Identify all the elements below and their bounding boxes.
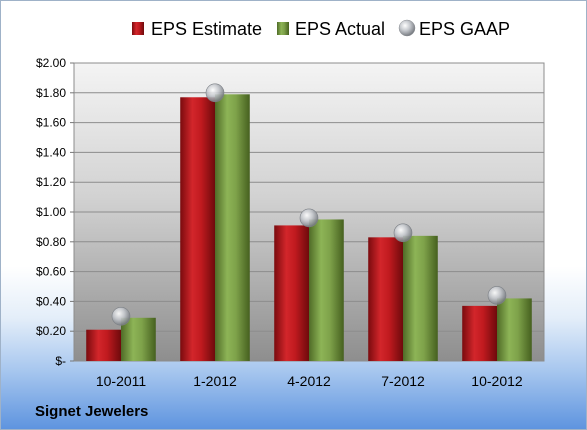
y-tick-label: $2.00 xyxy=(36,56,66,70)
legend-swatch-estimate xyxy=(132,22,144,35)
bar-eps-actual xyxy=(121,317,156,361)
bar-eps-estimate xyxy=(180,97,215,362)
bar-eps-estimate xyxy=(462,305,497,361)
bar-eps-actual xyxy=(497,298,532,361)
company-name: Signet Jewelers xyxy=(35,403,149,420)
legend-label-estimate: EPS Estimate xyxy=(151,19,262,39)
legend-item-actual: EPS Actual xyxy=(277,19,385,39)
x-category-label: 7-2012 xyxy=(381,373,425,389)
y-tick-label: $1.40 xyxy=(36,145,66,159)
legend-label-gaap: EPS GAAP xyxy=(419,19,510,39)
bar-eps-actual xyxy=(309,219,344,361)
bar-eps-estimate xyxy=(368,237,403,361)
x-category-label: 10-2011 xyxy=(96,373,147,389)
bar-eps-actual xyxy=(215,94,250,361)
y-axis-ticks: $- $0.20 $0.40 $0.60 $0.80 $1.00 $1.20 $1.40 $1.… xyxy=(36,56,74,368)
bars xyxy=(86,94,532,362)
marker-eps-gaap xyxy=(393,223,413,243)
y-tick-label: $- xyxy=(55,354,66,368)
x-axis-categories: 10-2011 1-2012 4-2012 7-2012 10-2012 xyxy=(96,373,523,389)
bar-eps-estimate xyxy=(86,329,121,361)
y-tick-label: $1.00 xyxy=(36,205,66,219)
marker-eps-gaap xyxy=(487,286,507,305)
legend-item-gaap: EPS GAAP xyxy=(398,19,510,39)
legend-label-actual: EPS Actual xyxy=(295,19,385,39)
marker-eps-gaap xyxy=(205,83,225,103)
y-tick-label: $0.80 xyxy=(36,235,66,249)
x-category-label: 4-2012 xyxy=(287,373,331,389)
bar-eps-actual xyxy=(403,235,438,361)
bar-eps-estimate xyxy=(274,225,309,361)
y-tick-label: $0.20 xyxy=(36,324,66,338)
y-tick-label: $1.80 xyxy=(36,86,66,100)
marker-eps-gaap xyxy=(299,208,319,228)
x-category-label: 10-2012 xyxy=(471,373,523,389)
y-tick-label: $0.40 xyxy=(36,294,66,308)
legend: EPS Estimate EPS Actual EPS GAAP xyxy=(132,19,510,39)
marker-eps-gaap xyxy=(111,306,131,326)
gaap-markers xyxy=(111,83,507,326)
y-tick-label: $1.20 xyxy=(36,175,66,189)
legend-swatch-actual xyxy=(277,22,289,35)
y-tick-label: $0.60 xyxy=(36,265,66,279)
legend-item-estimate: EPS Estimate xyxy=(132,19,262,39)
legend-swatch-gaap xyxy=(398,19,416,37)
x-category-label: 1-2012 xyxy=(193,373,237,389)
y-tick-label: $1.60 xyxy=(36,116,66,130)
